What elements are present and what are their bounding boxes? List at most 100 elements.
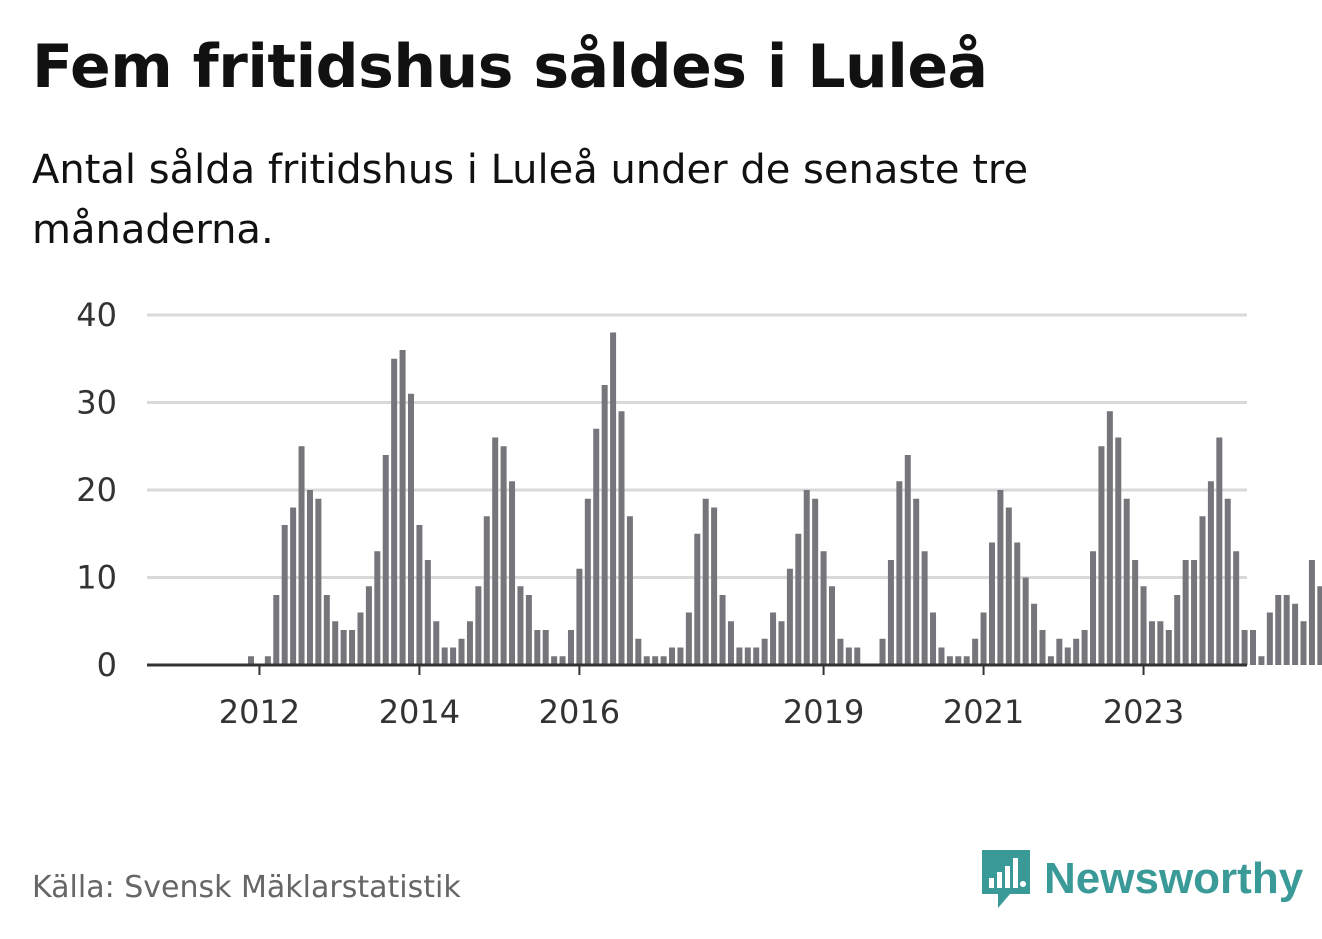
bar: [761, 638, 768, 665]
bar: [854, 647, 861, 665]
bar: [1014, 542, 1021, 665]
bar: [887, 560, 894, 665]
bar: [576, 568, 583, 665]
bar: [719, 595, 726, 665]
bar: [264, 656, 271, 665]
bar: [290, 507, 297, 665]
chart-title: Fem fritidshus såldes i Luleå: [32, 32, 988, 102]
bar: [980, 612, 987, 665]
bar: [1031, 603, 1038, 665]
bar: [1174, 595, 1181, 665]
bar: [1064, 647, 1071, 665]
bar: [786, 568, 793, 665]
bar: [349, 630, 356, 665]
bar: [1283, 595, 1290, 665]
bar: [475, 586, 482, 665]
bar: [820, 551, 827, 665]
bar: [391, 358, 398, 665]
bar: [930, 612, 937, 665]
bar: [1241, 630, 1248, 665]
bar: [694, 533, 701, 665]
y-tick-label: 30: [76, 384, 117, 422]
bar: [669, 647, 676, 665]
bar: [643, 656, 650, 665]
bar: [466, 621, 473, 665]
bar: [938, 647, 945, 665]
bar: [829, 586, 835, 665]
brand-name: Newsworthy: [1044, 854, 1304, 903]
bar: [1207, 481, 1214, 665]
bar: [1005, 507, 1012, 665]
bar: [441, 647, 448, 665]
bar: [593, 428, 600, 665]
bar: [660, 656, 667, 665]
bar: [1148, 621, 1155, 665]
bar: [584, 498, 591, 665]
x-tick-label: 2021: [943, 693, 1024, 731]
bar: [1157, 621, 1164, 665]
bar: [534, 630, 541, 665]
bar: [1182, 560, 1189, 665]
bar: [357, 612, 364, 665]
bar: [1098, 446, 1105, 665]
bar: [1224, 498, 1231, 665]
bar: [803, 490, 810, 665]
bar: [753, 647, 760, 665]
bar: [298, 446, 305, 665]
bar: [601, 385, 608, 665]
bar: [433, 621, 440, 665]
y-tick-label: 40: [76, 296, 117, 334]
bar: [1216, 437, 1223, 665]
bar: [921, 551, 928, 665]
bar: [1292, 603, 1299, 665]
bar: [416, 525, 423, 665]
bar: [1266, 612, 1273, 665]
bar-chart-logo-icon: [982, 850, 1030, 908]
bar: [483, 516, 490, 665]
bar: [1199, 516, 1206, 665]
bar: [770, 612, 777, 665]
bar: [517, 586, 524, 665]
bar: [509, 481, 516, 665]
bar: [635, 638, 642, 665]
bar: [450, 647, 457, 665]
bar: [492, 437, 499, 665]
bar: [424, 560, 431, 665]
bar: [736, 647, 743, 665]
bar: [408, 393, 414, 665]
bar: [315, 498, 322, 665]
bar: [1258, 656, 1265, 665]
bar: [904, 455, 911, 665]
bar: [744, 647, 751, 665]
bar: [340, 630, 347, 665]
bar: [896, 481, 903, 665]
bar: [374, 551, 381, 665]
bar: [1039, 630, 1046, 665]
bar: [727, 621, 734, 665]
bar: [1233, 551, 1240, 665]
x-tick-label: 2014: [379, 693, 460, 731]
bar: [652, 656, 659, 665]
bars: [248, 332, 1322, 665]
bar: [879, 638, 886, 665]
bar: [1140, 586, 1147, 665]
bar: [1317, 586, 1322, 665]
bar: [399, 350, 406, 665]
bar: [1106, 411, 1113, 665]
bar: [306, 490, 313, 665]
bar: [1250, 630, 1256, 665]
bar: [458, 638, 465, 665]
bar: [382, 455, 389, 665]
bar: [837, 638, 844, 665]
y-axis-ticks: 0 10 20 30 40: [76, 296, 117, 684]
bar: [1073, 638, 1080, 665]
x-axis: 2012 2014 2016 2019 2021 2023: [147, 663, 1247, 731]
bar: [685, 612, 692, 665]
chart-subtitle: Antal sålda fritidshus i Luleå under de …: [32, 147, 1029, 253]
x-tick-label: 2016: [539, 693, 620, 731]
bar: [365, 586, 372, 665]
bar: [812, 498, 819, 665]
bar: [988, 542, 995, 665]
y-tick-label: 20: [76, 471, 117, 509]
